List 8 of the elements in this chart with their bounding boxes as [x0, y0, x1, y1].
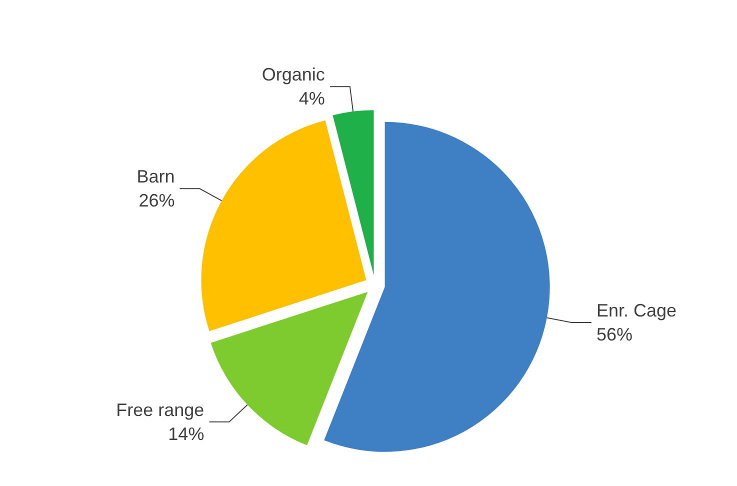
data-label: 26%	[138, 190, 175, 211]
slice-label: Enr. Cage	[596, 300, 677, 320]
data-label: 4%	[298, 88, 325, 109]
slice-label: Barn	[136, 166, 175, 187]
data-label: 56%	[596, 324, 632, 344]
slice-label: Organic	[262, 64, 325, 85]
slice-label: Free range	[116, 400, 204, 420]
data-label: 14%	[168, 424, 204, 444]
